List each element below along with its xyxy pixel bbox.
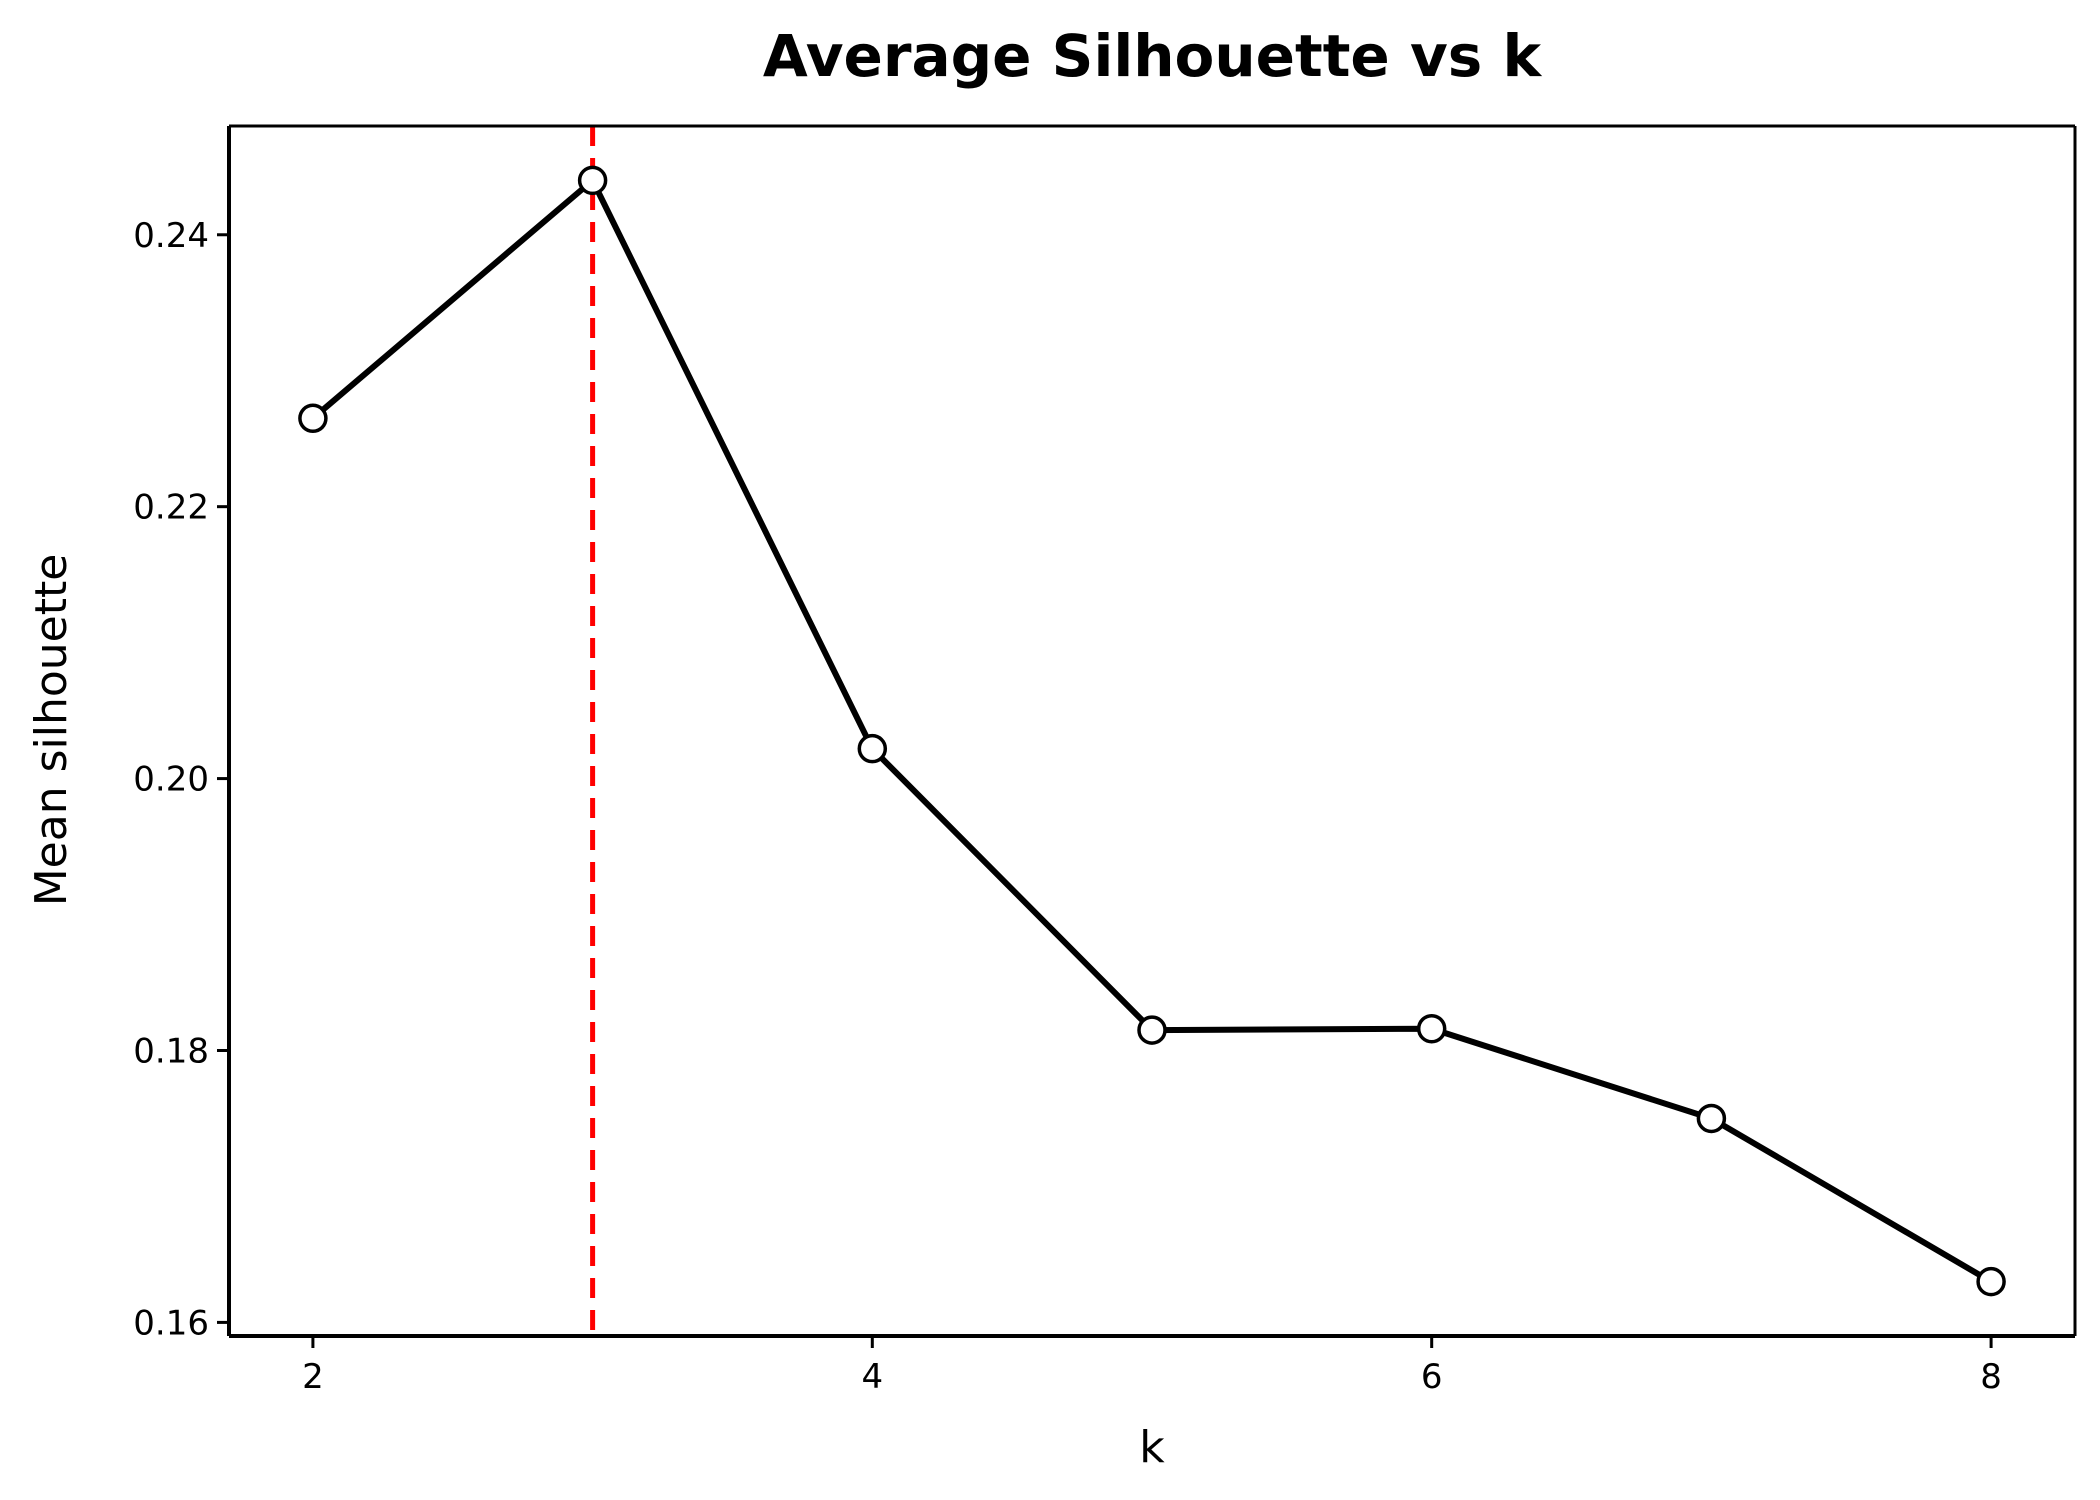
y-axis-title: Mean silhouette xyxy=(26,554,77,907)
x-tick-label: 4 xyxy=(861,1357,883,1397)
data-point xyxy=(1137,1015,1167,1045)
y-tick-label: 0.20 xyxy=(133,760,209,800)
x-tick-label: 8 xyxy=(1980,1357,2002,1397)
data-point xyxy=(1976,1266,2006,1297)
y-tick-label: 0.16 xyxy=(133,1303,209,1343)
chart-title: Average Silhouette vs k xyxy=(763,22,1543,90)
data-point xyxy=(1416,1013,1447,1044)
x-tick-label: 2 xyxy=(302,1357,324,1397)
data-point xyxy=(1696,1103,1727,1134)
y-tick-label: 0.22 xyxy=(133,488,209,528)
y-tick-label: 0.18 xyxy=(133,1031,209,1071)
plot-area: 0.16 0.18 0.20 0.22 0.24 2 4 6 8 xyxy=(133,124,2077,1397)
y-tick-label: 0.24 xyxy=(133,216,209,256)
series-line xyxy=(310,177,1993,1285)
data-point xyxy=(298,403,328,434)
data-point xyxy=(577,165,608,196)
data-point xyxy=(857,733,888,764)
x-tick-label: 6 xyxy=(1421,1357,1443,1397)
x-axis-title: k xyxy=(1139,1422,1165,1473)
